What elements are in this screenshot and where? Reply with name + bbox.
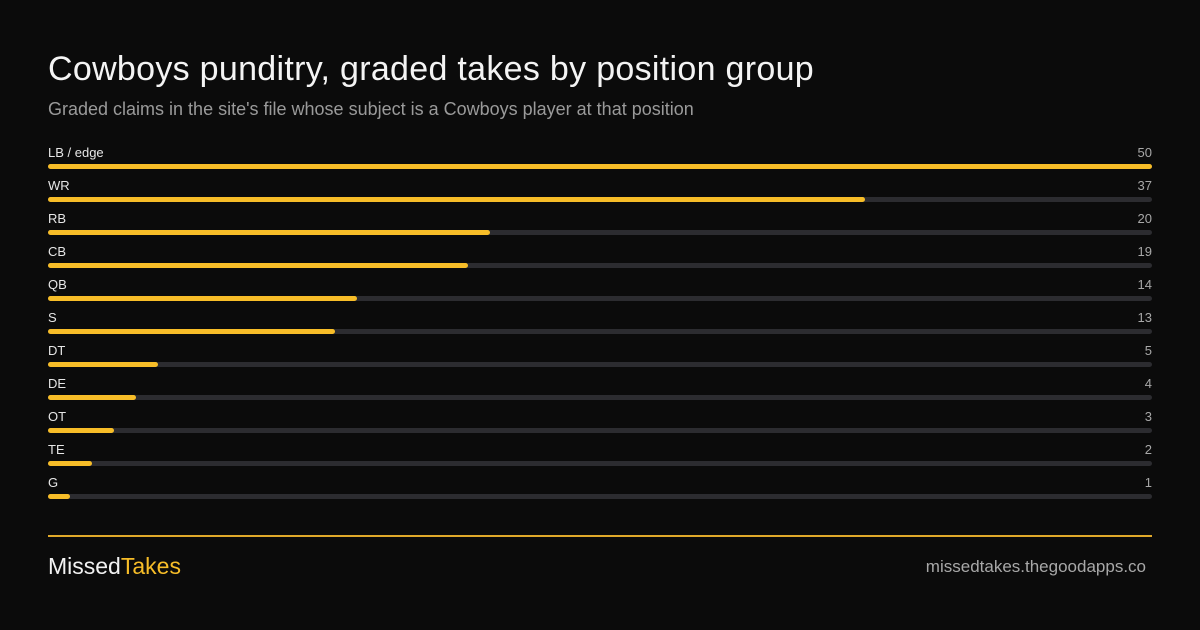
bar-track [48,164,1152,169]
site-url: missedtakes.thegoodapps.co [925,557,1146,576]
bar-label: OT [48,409,67,424]
bar-row: DE 4 [48,374,1152,407]
brand-logo: MissedTakes [48,553,181,580]
bar-row: WR 37 [48,176,1152,209]
bar [48,329,335,334]
bar-track [48,428,1152,433]
bar-row: RB 20 [48,209,1152,242]
bar-label: S [48,310,57,325]
bar [48,494,70,499]
bar-value-label: 14 [1137,277,1152,292]
bar-row: TE 2 [48,440,1152,473]
bar-track [48,329,1152,334]
bar-track [48,230,1152,235]
footer-divider [48,535,1152,537]
chart-title: Cowboys punditry, graded takes by positi… [48,50,814,88]
bar-value-label: 2 [1144,442,1152,457]
bar-label: QB [48,277,67,292]
bar-value-label: 19 [1137,244,1152,259]
bar-value-label: 3 [1144,409,1152,424]
bar [48,395,136,400]
bar-value-label: 37 [1137,178,1152,193]
bar [48,197,865,202]
bar-label: DE [48,376,67,391]
bar-label: TE [48,442,65,457]
bar-value-label: 13 [1137,310,1152,325]
bar-row: DT 5 [48,341,1152,374]
bar-value-label: 50 [1137,145,1152,160]
bar-track [48,263,1152,268]
bar-value-label: 20 [1137,211,1152,226]
bar-value-label: 4 [1144,376,1152,391]
bar-label: LB / edge [48,145,104,160]
bar [48,164,1152,169]
bar [48,461,92,466]
bar-label: DT [48,343,66,358]
bar-value-label: 1 [1144,475,1152,490]
bar [48,230,490,235]
chart-subtitle: Graded claims in the site's file whose s… [48,99,694,119]
bar-row: CB 19 [48,242,1152,275]
bar-track [48,197,1152,202]
bar-track [48,395,1152,400]
bar-chart: LB / edge 50 WR 37 RB 20 CB 19 QB 14 S 13 DT 5 DE 4 OT 3 T… [48,143,1152,513]
bar-row: S 13 [48,308,1152,341]
bar-label: CB [48,244,67,259]
bar-value-label: 5 [1144,343,1152,358]
bar-row: OT 3 [48,407,1152,440]
bar-track [48,461,1152,466]
bar-track [48,296,1152,301]
brand-word-missed: Missed [48,553,121,579]
bar [48,263,468,268]
bar-label: G [48,475,59,490]
bar-label: WR [48,178,70,193]
bar [48,362,158,367]
bar [48,296,357,301]
bar-label: RB [48,211,67,226]
bar [48,428,114,433]
brand-word-takes: Takes [120,553,181,579]
bar-track [48,494,1152,499]
bar-row: QB 14 [48,275,1152,308]
bar-row: LB / edge 50 [48,143,1152,176]
bar-track [48,362,1152,367]
